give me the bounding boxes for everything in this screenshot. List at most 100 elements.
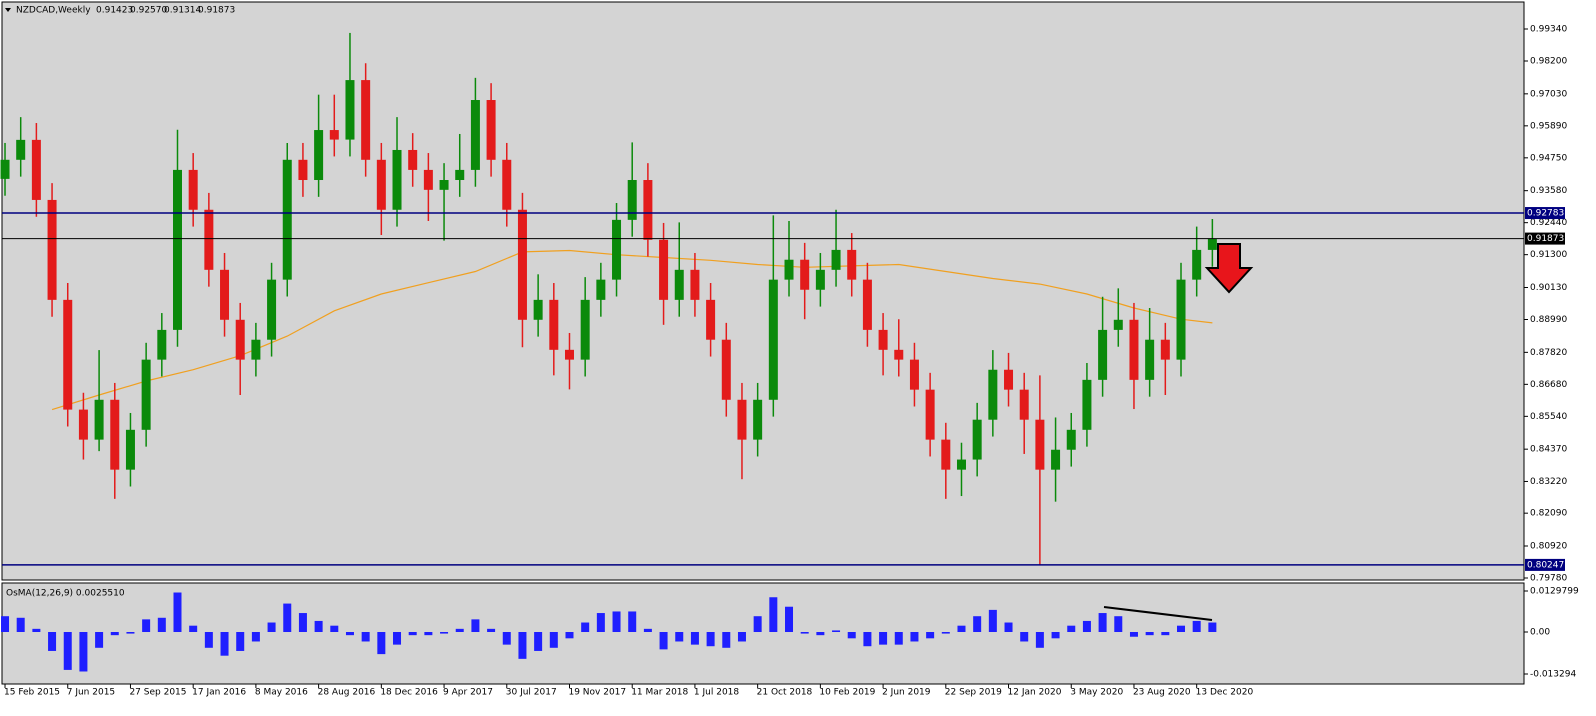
candle-body [643,180,653,240]
osma-bar [236,631,245,651]
osma-bar [549,631,558,648]
y-tick-label: 0.79780 [1530,574,1567,584]
candle-body [78,409,88,440]
osma-bar [722,631,731,648]
y-tick-label: 0.98200 [1530,56,1567,66]
y-tick-label: 0.99340 [1530,25,1567,35]
osma-bar [565,631,574,639]
candle-body [1192,249,1202,280]
osma-bar [706,631,715,647]
candle-body [1066,429,1076,450]
x-tick-label: 23 Aug 2020 [1133,688,1191,698]
candle-body [784,259,794,280]
candle-body [314,130,324,181]
candle-body [282,159,292,280]
candle-body [894,349,904,360]
y-tick-label: 0.97030 [1530,89,1567,99]
osma-bar [1067,625,1076,632]
y-tick-label: 0.87820 [1530,348,1567,358]
osma-bar [581,622,590,632]
y-tick-label: 0.83220 [1530,477,1567,487]
candle-body [768,279,778,400]
divergence-line [1103,606,1213,621]
candle-body [1082,379,1092,430]
candle-body [1113,319,1123,330]
candle-body [1145,339,1155,380]
candle-body [659,239,669,300]
osma-bar [1208,622,1217,632]
osma-bar [612,611,621,632]
osma-bar [1035,631,1044,648]
osma-bar [1129,631,1138,637]
x-tick-label: 17 Jan 2016 [192,688,246,698]
candle-body [596,279,606,300]
osma-bar [910,631,919,642]
osma-bar [314,620,323,632]
candle-body [1176,279,1186,360]
candle-body [502,159,512,210]
candle-body [455,169,465,181]
candle-body [533,299,543,320]
osma-panel [1,582,1525,685]
osma-bar [1098,613,1107,632]
candle-body [110,399,120,470]
level-label: 0.80247 [1527,560,1564,570]
x-tick-label: 22 Sep 2019 [945,688,1002,698]
y-tick-label: 0.90130 [1530,283,1567,293]
y-tick-label: 0.00 [1530,627,1550,637]
candle-body [706,299,716,340]
candle-body [220,269,230,320]
osma-bar [330,625,339,632]
candle-body [690,269,700,300]
header-value: 0.91314 [164,6,201,16]
x-tick-label: 30 Jul 2017 [506,688,557,698]
y-tick-label: 0.0129799 [1530,586,1579,596]
candle-body [408,149,418,170]
candle-body [251,339,261,360]
osma-bar [487,628,496,632]
osma-bar [988,609,997,632]
candle-body [267,279,277,340]
osma-bar [690,631,699,645]
candle-body [0,159,10,179]
osma-bar [518,631,527,659]
candle-body [125,429,135,470]
candle-body [329,130,339,140]
candle-body [941,439,951,470]
candle-body [972,419,982,460]
osma-bar [957,625,966,632]
osma-bar [157,617,166,632]
candle-body [1129,319,1139,380]
osma-bar [1,616,10,632]
y-tick-label: 0.93580 [1530,186,1567,196]
osma-bar [32,628,41,632]
osma-bar [220,631,229,656]
y-tick-label: 0.80920 [1530,542,1567,552]
y-tick-label: 0.91300 [1530,250,1567,260]
level-label: 0.92783 [1527,209,1564,219]
osma-bar [110,631,119,636]
osma-bar [800,631,809,634]
x-tick-label: 7 Jun 2015 [67,688,115,698]
osma-bar [1145,631,1154,636]
osma-bar [142,619,151,632]
candle-body [141,359,151,430]
candle-body [63,299,73,410]
header-value: 0.92570 [130,6,167,16]
osma-bar [48,631,57,651]
y-tick-label: 0.88990 [1530,315,1567,325]
osma-bar [126,631,135,634]
candle-body [674,269,684,300]
candle-body [815,269,825,290]
osma-bar [1177,625,1186,632]
osma-bar [424,631,433,636]
osma-bar [204,631,213,648]
osma-bar [1161,631,1170,636]
osma-title: OsMA(12,26,9) 0.0025510 [6,589,125,599]
y-tick-label: 0.92440 [1530,218,1567,228]
osma-bar [408,631,417,636]
osma-bar [251,631,260,642]
candle-body [1051,449,1061,470]
candle-body [721,339,731,400]
